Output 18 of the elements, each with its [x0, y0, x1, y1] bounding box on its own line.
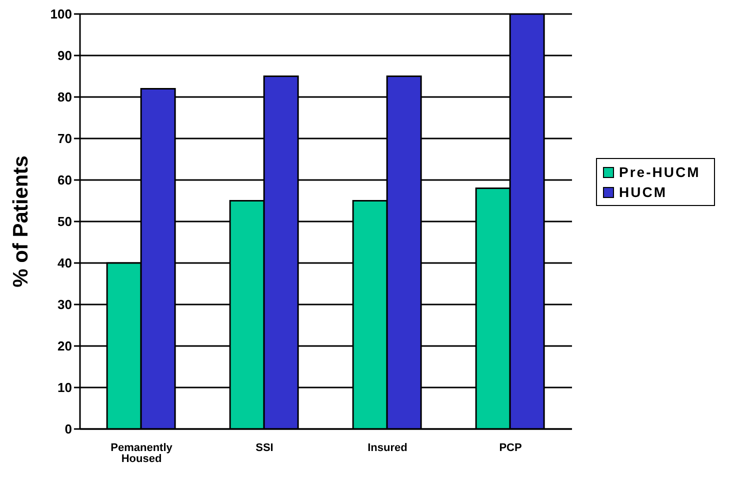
legend-label: HUCM: [618, 183, 668, 202]
y-tick-label: 20: [58, 338, 72, 354]
x-tick-label: PCP: [499, 442, 522, 454]
y-tick-label: 30: [58, 297, 72, 312]
y-tick-label: 70: [58, 131, 72, 146]
y-tick-label: 80: [58, 90, 72, 105]
y-tick-label: 40: [58, 256, 72, 271]
y-tick-label: 0: [64, 422, 72, 437]
x-tick-label: SSI: [256, 442, 274, 454]
legend-label: Pre-HUCM: [618, 163, 700, 182]
y-tick-label: 100: [50, 6, 72, 22]
y-tick-label: 60: [58, 172, 72, 188]
x-tick-label: Insured: [368, 442, 408, 454]
y-tick-label: 50: [58, 214, 72, 230]
x-tick-label: Pemanently Housed: [110, 442, 174, 465]
y-tick-label: 90: [58, 48, 72, 64]
y-tick-label: 10: [58, 380, 72, 396]
y-axis-title: % of Patients: [9, 156, 32, 288]
